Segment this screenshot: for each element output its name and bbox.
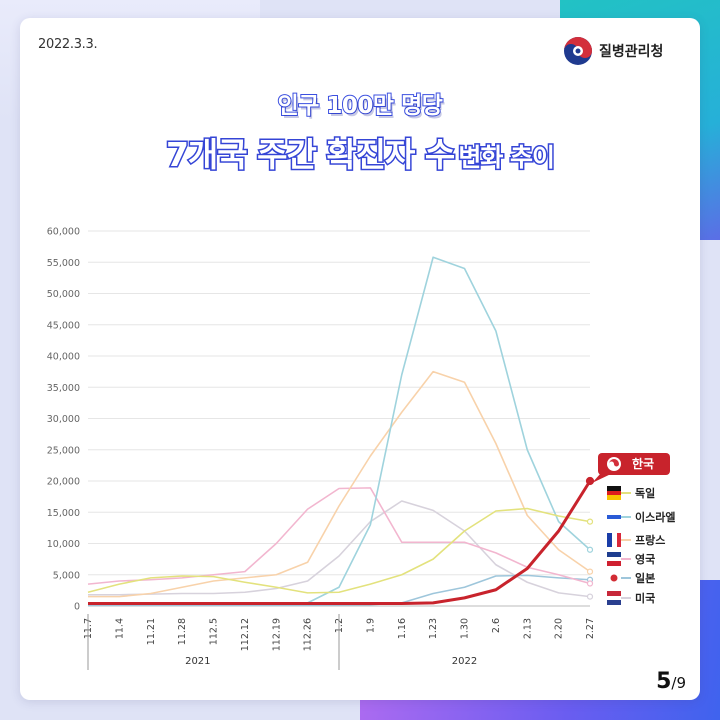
- legend-label: 한국: [632, 456, 654, 471]
- y-tick-label: 40,000: [47, 352, 80, 363]
- flag-icon: [607, 491, 621, 495]
- legend-label: 프랑스: [635, 534, 665, 547]
- x-tick-label: 112.19: [271, 618, 282, 651]
- series-end-point: [586, 568, 594, 575]
- x-tick-label: 11.28: [177, 618, 188, 645]
- x-tick-label: 11.4: [114, 618, 125, 639]
- page-indicator: 5/9: [656, 669, 686, 694]
- legend-badge-pointer: [592, 473, 613, 483]
- date-label: 2022.3.3.: [38, 37, 98, 52]
- chart-title-suffix: 변화 추이: [457, 142, 557, 174]
- y-tick-label: 50,000: [47, 289, 80, 300]
- y-tick-label: 15,000: [47, 508, 80, 519]
- series-line-독일: [87, 507, 591, 594]
- flag-icon: [607, 486, 621, 491]
- y-tick-label: 5,000: [53, 570, 80, 581]
- y-tick-label: 45,000: [47, 320, 80, 331]
- flag-icon: [607, 557, 621, 561]
- chart-subtitle: 인구 100만 명당: [277, 92, 444, 120]
- x-tick-label: 112.12: [240, 618, 251, 651]
- taegeuk-icon: [564, 37, 592, 65]
- legend-label: 독일: [635, 486, 655, 500]
- x-tick-label: 1.30: [460, 618, 471, 639]
- flag-icon: [607, 561, 621, 566]
- flag-icon: [607, 519, 621, 524]
- y-tick-label: 30,000: [47, 414, 80, 425]
- agency-logo: 질병관리청: [563, 36, 663, 66]
- y-tick-label: 0: [74, 602, 80, 613]
- chart-title: 7개국 주간 확진자 수 변화 추이: [0, 128, 720, 176]
- x-tick-label: 11.21: [146, 618, 157, 645]
- series-line-영국: [87, 487, 591, 585]
- y-tick-label: 55,000: [47, 258, 80, 269]
- flag-icon: [607, 533, 612, 547]
- flag-icon: [607, 591, 621, 596]
- series-end-point: [586, 593, 594, 600]
- page-current: 5: [656, 669, 672, 694]
- series-end-point: [585, 476, 595, 486]
- flag-icon: [607, 515, 621, 519]
- x-tick-label: 1.16: [397, 618, 408, 639]
- chart-title-main: 7개국 주간 확진자 수: [164, 134, 456, 176]
- legend-label: 이스라엘: [635, 510, 675, 524]
- y-tick-label: 10,000: [47, 539, 80, 550]
- flag-icon: [612, 533, 617, 547]
- x-tick-label: 1.23: [428, 618, 439, 639]
- y-tick-label: 35,000: [47, 383, 80, 394]
- series-end-point: [586, 580, 594, 587]
- legend-label: 영국: [635, 553, 655, 566]
- series-end-point: [586, 518, 594, 525]
- x-tick-label: 2.6: [491, 618, 502, 633]
- x-tick-label: 112.26: [303, 618, 314, 651]
- flag-icon: [607, 600, 621, 605]
- y-tick-label: 60,000: [47, 227, 80, 238]
- series-line-일본: [88, 574, 591, 607]
- year-label: 2021: [185, 656, 210, 667]
- flag-icon: [607, 495, 621, 500]
- series-line-이스라엘: [88, 256, 591, 604]
- flag-icon: [617, 533, 621, 547]
- x-tick-label: 2.20: [554, 618, 565, 639]
- flag-icon: [607, 596, 621, 600]
- x-tick-label: 112.5: [209, 618, 220, 645]
- series-end-point: [586, 546, 594, 553]
- legend-label: 미국: [635, 591, 655, 605]
- page-total: /9: [671, 674, 686, 692]
- flag-icon: [607, 552, 621, 557]
- x-tick-label: 1.9: [365, 618, 376, 633]
- legend-label: 일본: [635, 571, 655, 585]
- y-tick-label: 25,000: [47, 445, 80, 456]
- year-label: 2022: [452, 656, 477, 667]
- series-line-미국: [88, 500, 591, 598]
- flag-icon: [607, 510, 621, 515]
- series-line-한국: [88, 480, 592, 605]
- agency-name: 질병관리청: [599, 44, 664, 60]
- y-tick-label: 20,000: [47, 477, 80, 488]
- x-tick-label: 2.13: [522, 618, 533, 639]
- x-tick-label: 2.27: [585, 618, 596, 639]
- series-line-프랑스: [88, 370, 591, 598]
- flag-icon: [610, 574, 618, 582]
- flag-icon-kr-red: [609, 459, 619, 467]
